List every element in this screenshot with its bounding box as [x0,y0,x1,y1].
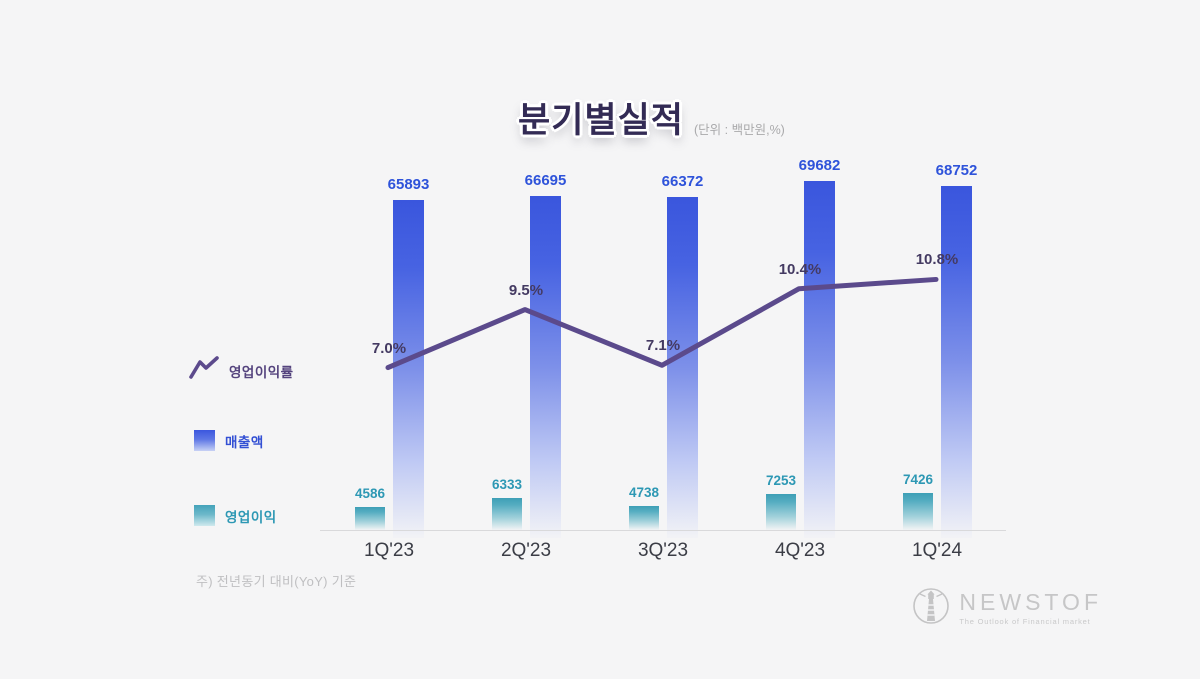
profit-swatch-icon [194,505,215,526]
logo-name: NEWSTOF [959,589,1102,615]
margin-value-label: 7.1% [645,337,681,355]
x-axis-label: 1Q'23 [363,540,415,561]
profit-bar [903,493,933,530]
lighthouse-icon [911,585,951,632]
revenue-value-label: 66372 [661,173,704,190]
profit-bar [629,506,659,530]
revenue-bar [941,186,972,538]
legend-label-profit: 영업이익 [225,509,277,525]
chart-title: 분기별실적 [518,101,685,140]
revenue-value-label: 65893 [387,176,430,193]
revenue-swatch-icon [194,430,215,451]
x-axis-label: 3Q'23 [637,540,689,561]
profit-bar [492,498,522,530]
unit-note: (단위 : 백만원,%) [694,123,785,137]
margin-value-label: 10.8% [915,251,959,269]
profit-value-label: 4738 [628,485,660,500]
x-axis-label: 1Q'24 [911,540,963,561]
profit-value-label: 4586 [354,486,386,501]
legend-label-revenue: 매출액 [225,434,264,450]
profit-value-label: 6333 [491,477,523,492]
revenue-value-label: 69682 [798,157,841,174]
profit-value-label: 7253 [765,473,797,488]
margin-value-label: 10.4% [778,260,822,278]
revenue-value-label: 66695 [524,172,567,189]
legend-item-profit: 영업이익 [194,505,277,526]
x-axis-label: 2Q'23 [500,540,552,561]
legend-item-margin: 영업이익률 [189,355,294,386]
legend-item-revenue: 매출액 [194,430,264,451]
logo-tagline: The Outlook of Financial market [959,617,1091,626]
x-axis-label: 4Q'23 [774,540,826,561]
margin-line-path [385,276,939,371]
margin-value-label: 7.0% [371,339,407,357]
line-zigzag-icon [189,355,219,386]
revenue-value-label: 68752 [935,162,978,179]
newstof-logo: NEWSTOF The Outlook of Financial market [911,585,1102,632]
profit-bar [355,507,385,530]
logo-text-block: NEWSTOF The Outlook of Financial market [959,589,1102,627]
x-axis-line [320,530,1006,531]
footnote: 주) 전년동기 대비(YoY) 기준 [196,574,357,589]
margin-value-label: 9.5% [508,281,544,299]
profit-bar [766,494,796,530]
profit-value-label: 7426 [902,472,934,487]
chart-header: 분기별실적 (단위 : 백만원,%) [518,92,785,143]
legend-label-margin: 영업이익률 [229,364,294,380]
